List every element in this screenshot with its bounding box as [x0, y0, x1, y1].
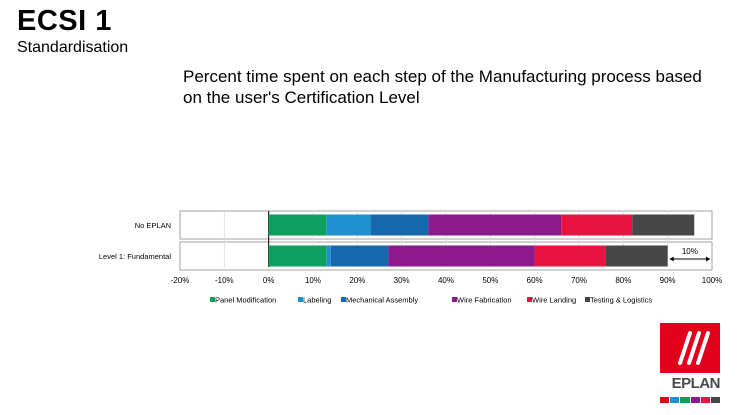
x-tick-label: 60%	[527, 276, 543, 285]
chart-title: Percent time spent on each step of the M…	[183, 67, 702, 107]
x-tick-label: -10%	[215, 276, 234, 285]
legend-swatch	[341, 297, 346, 302]
legend-label: Mechanical Assembly	[346, 296, 418, 305]
annotation-arrowhead-left	[669, 256, 674, 262]
annotation-label: 10%	[682, 247, 698, 256]
bar-segment	[388, 245, 535, 267]
logo-strip-block	[680, 397, 690, 403]
x-tick-label: 50%	[482, 276, 498, 285]
bar-segment	[370, 214, 429, 236]
bar-segment	[632, 214, 695, 236]
x-tick-label: 100%	[702, 276, 722, 285]
legend-label: Wire Fabrication	[457, 296, 512, 305]
legend-label: Wire Landing	[532, 296, 576, 305]
slide-title: ECSI 1	[17, 5, 112, 37]
bar-segment	[605, 245, 668, 267]
legend-swatch	[585, 297, 590, 302]
x-tick-label: -20%	[171, 276, 190, 285]
x-tick-label: 70%	[571, 276, 587, 285]
bar-segment	[326, 214, 371, 236]
x-tick-label: 30%	[394, 276, 410, 285]
logo-color-strip	[660, 397, 721, 403]
legend-swatch	[210, 297, 215, 302]
bar-segment	[268, 214, 327, 236]
bar-segment	[561, 214, 633, 236]
category-label: No EPLAN	[135, 221, 171, 230]
legend-label: Panel Modification	[215, 296, 276, 305]
eplan-logo: EPLAN	[660, 323, 721, 405]
logo-mark-icon	[660, 323, 720, 373]
logo-strip-block	[690, 397, 700, 403]
slide-subtitle: Standardisation	[17, 39, 129, 56]
logo-strip-block	[670, 397, 680, 403]
bar-segment	[534, 245, 606, 267]
legend-swatch	[452, 297, 457, 302]
x-tick-label: 90%	[660, 276, 676, 285]
legend-swatch	[298, 297, 303, 302]
legend-label: Labeling	[303, 296, 331, 305]
bar-segment	[326, 245, 331, 267]
x-tick-label: 0%	[263, 276, 275, 285]
annotation-arrowhead-right	[706, 256, 710, 262]
logo-wordmark: EPLAN	[671, 375, 721, 392]
x-tick-label: 10%	[305, 276, 321, 285]
x-tick-label: 40%	[438, 276, 454, 285]
bar-segment	[268, 245, 327, 267]
legend-label: Testing & Logistics	[590, 296, 652, 305]
bar-segment	[330, 245, 389, 267]
category-label: Level 1: Fundamental	[99, 252, 171, 261]
logo-strip-block	[710, 397, 721, 403]
logo-strip-block	[660, 397, 670, 403]
legend-swatch	[527, 297, 532, 302]
x-tick-label: 20%	[349, 276, 365, 285]
x-tick-label: 80%	[615, 276, 631, 285]
logo-strip-block	[700, 397, 710, 403]
bar-segment	[428, 214, 562, 236]
